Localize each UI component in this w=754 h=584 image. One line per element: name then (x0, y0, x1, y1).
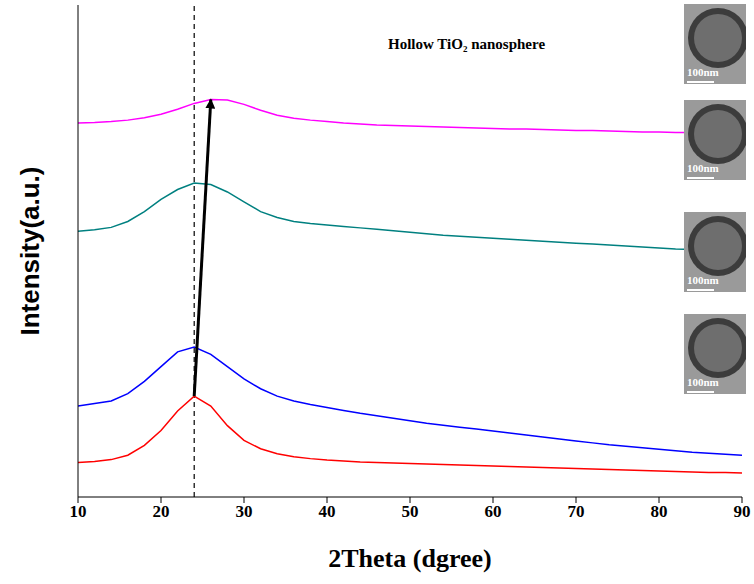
svg-text:50: 50 (402, 502, 419, 521)
html-text:100nm: 100nm (687, 66, 719, 78)
svg-text:20: 20 (153, 502, 170, 521)
html-text:100nm: 100nm (687, 376, 719, 388)
html-text:Hollow TiO₂ nanosphere: Hollow TiO₂ nanosphere (388, 36, 545, 52)
svg-text:90: 90 (734, 502, 751, 521)
html-text:100nm: 100nm (687, 162, 719, 174)
html-text:100nm: 100nm (687, 274, 719, 286)
svg-text:40: 40 (319, 502, 336, 521)
html-text:Intensity(a.u.): Intensity(a.u.) (14, 166, 45, 336)
svg-text:60: 60 (485, 502, 502, 521)
svg-text:70: 70 (568, 502, 585, 521)
html-text:2Theta (dgree): 2Theta (dgree) (328, 544, 492, 573)
svg-text:80: 80 (651, 502, 668, 521)
svg-text:30: 30 (236, 502, 253, 521)
svg-text:10: 10 (70, 502, 87, 521)
